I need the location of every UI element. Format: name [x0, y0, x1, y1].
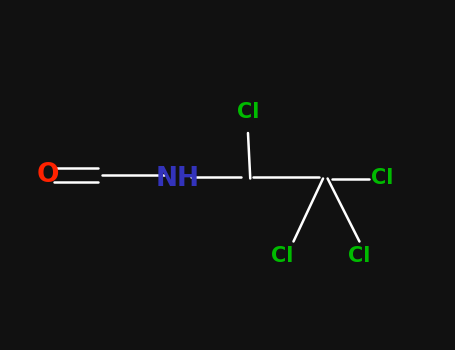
Text: Cl: Cl: [371, 168, 394, 189]
Text: Cl: Cl: [237, 102, 259, 122]
Text: O: O: [36, 162, 59, 188]
Text: Cl: Cl: [271, 245, 293, 266]
Text: Cl: Cl: [348, 245, 371, 266]
Text: NH: NH: [156, 166, 199, 191]
